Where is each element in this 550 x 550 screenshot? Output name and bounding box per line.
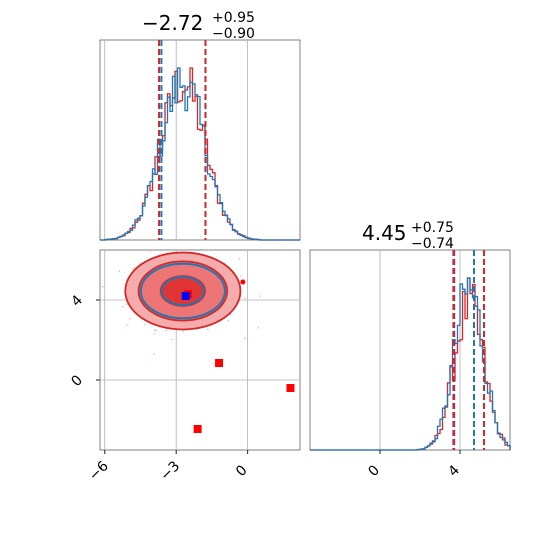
sample-dot	[132, 268, 134, 271]
sample-dot	[129, 317, 132, 320]
sample-dot	[239, 275, 242, 277]
sample-dot	[153, 332, 156, 335]
sample-dot	[153, 352, 156, 355]
title-p2-median: 4.45	[362, 221, 407, 245]
x-ticks-scatter: −6 −3 0	[86, 450, 251, 484]
sample-dot	[182, 330, 185, 333]
sample-dot	[227, 319, 230, 322]
x-tick-scatter-1-label: −3	[157, 458, 183, 484]
sample-dot	[229, 313, 232, 316]
title-p2-plus: +0.75	[411, 220, 454, 236]
sample-dot	[204, 247, 206, 249]
histogram-frame-p2	[309, 249, 511, 451]
histogram-blue-p1	[100, 67, 300, 241]
histogram-red-p1	[100, 67, 300, 241]
sample-dot	[165, 329, 167, 332]
scatter-frame	[99, 249, 301, 451]
sample-dot	[207, 328, 209, 331]
x-tick-p2-0-label: 0	[365, 462, 383, 480]
sample-dot	[244, 337, 246, 340]
sample-dot	[171, 338, 173, 341]
sample-dot	[127, 324, 129, 327]
sample-dot	[257, 327, 260, 329]
sample-dot	[207, 247, 209, 249]
sample-dot	[133, 266, 136, 269]
sample-dot	[258, 295, 261, 297]
x-tick-p2-1-label: 4	[445, 462, 463, 480]
sample-dot	[144, 323, 146, 326]
sample-dot	[153, 329, 156, 331]
sample-dot	[86, 269, 88, 271]
marker-red-small	[240, 279, 246, 285]
histogram-frame-p1	[99, 39, 301, 241]
contour-blue-inner	[160, 275, 205, 307]
title-p2: 4.45	[362, 221, 407, 245]
sample-dot	[190, 247, 192, 249]
sample-dot	[208, 250, 210, 252]
marker-red-1	[286, 384, 295, 392]
histogram-panel-p1: −2.72 +0.95 −0.90	[99, 10, 301, 241]
title-p1-minus: −0.90	[212, 26, 255, 42]
histogram-red-p2	[310, 277, 511, 451]
x-tick-scatter-0-label: −6	[86, 458, 112, 484]
title-p2-minus: −0.74	[411, 236, 454, 252]
title-p1-plus: +0.95	[212, 10, 255, 26]
histogram-blue-p2	[310, 277, 511, 451]
y-ticks-scatter: 04	[68, 292, 100, 390]
x-tick-scatter-2-label: 0	[233, 462, 251, 480]
sample-dot	[125, 303, 128, 306]
y-tick-scatter-1-label: 4	[68, 292, 86, 310]
contour-red-mid	[137, 260, 229, 322]
title-p1-median: −2.72	[142, 11, 203, 35]
sample-dot	[238, 257, 241, 260]
y-tick-scatter-0-label: 0	[68, 372, 86, 390]
sample-dot	[118, 270, 121, 273]
marker-red-0	[215, 359, 224, 367]
sample-dot	[121, 305, 124, 308]
contour-red-outer	[124, 251, 242, 331]
markers	[181, 279, 295, 433]
sample-dot	[101, 285, 104, 288]
title-p1: −2.72	[142, 11, 203, 35]
scatter-panel: −6 −3 0 04	[68, 247, 301, 484]
sample-dot	[155, 329, 158, 331]
marker-red-2	[193, 425, 202, 433]
contour-fill-inner	[160, 276, 205, 306]
marker-blue	[181, 292, 190, 300]
sample-dot	[149, 250, 152, 252]
contour-blue-outer	[139, 262, 226, 320]
sample-dot	[244, 297, 246, 300]
